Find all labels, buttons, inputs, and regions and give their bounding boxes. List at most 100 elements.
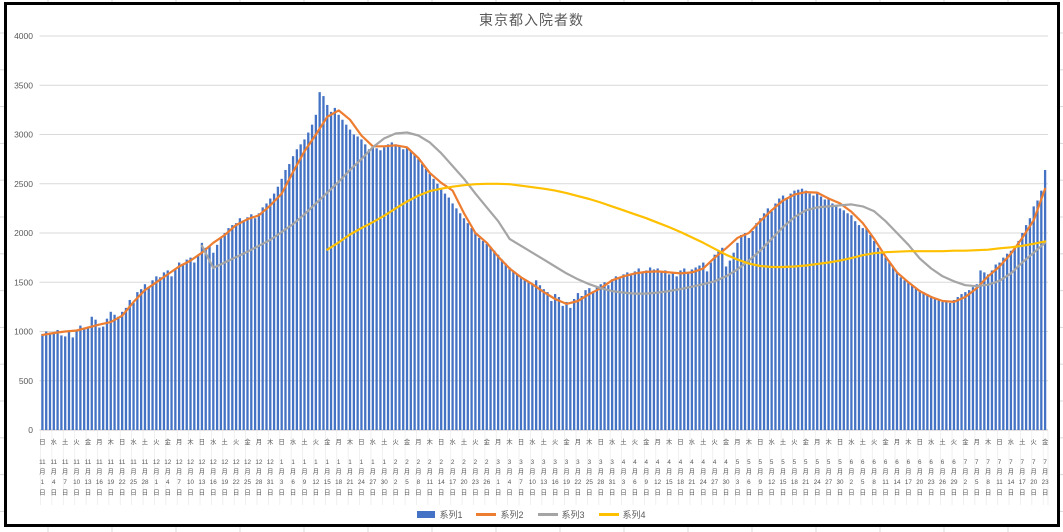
bar[interactable] <box>204 247 207 430</box>
legend-item-series1[interactable]: 系列1 <box>417 508 462 521</box>
bar[interactable] <box>766 208 769 430</box>
bar[interactable] <box>90 316 93 430</box>
bar[interactable] <box>823 199 826 430</box>
bar[interactable] <box>895 272 899 430</box>
bar[interactable] <box>333 107 337 430</box>
legend-item-series4[interactable]: 系列4 <box>598 508 646 521</box>
bar[interactable] <box>713 254 716 430</box>
bar[interactable] <box>447 197 450 430</box>
bar[interactable] <box>155 276 158 430</box>
bar[interactable] <box>390 142 393 430</box>
line-series-系列2[interactable] <box>41 109 1047 336</box>
bar[interactable] <box>174 268 177 430</box>
bar[interactable] <box>375 148 378 431</box>
bar[interactable] <box>504 263 507 430</box>
bar[interactable] <box>873 240 876 430</box>
bar[interactable] <box>736 242 739 430</box>
bar[interactable] <box>367 149 371 430</box>
bar[interactable] <box>876 247 880 430</box>
bar[interactable] <box>705 271 709 430</box>
bar[interactable] <box>550 300 553 430</box>
bar[interactable] <box>747 237 750 430</box>
bar-series[interactable] <box>41 92 1047 431</box>
bar[interactable] <box>523 279 526 430</box>
bar[interactable] <box>633 271 637 430</box>
bar[interactable] <box>964 292 967 430</box>
bar[interactable] <box>310 124 314 431</box>
bar[interactable] <box>667 274 671 430</box>
bar[interactable] <box>827 198 830 430</box>
bar[interactable] <box>516 274 519 430</box>
bar[interactable] <box>269 198 272 430</box>
bar[interactable] <box>322 96 325 431</box>
bar[interactable] <box>386 144 390 430</box>
bar[interactable] <box>45 331 48 431</box>
bar[interactable] <box>793 190 796 430</box>
bar[interactable] <box>421 164 424 431</box>
bar[interactable] <box>842 210 845 430</box>
bar[interactable] <box>595 287 599 430</box>
bar[interactable] <box>854 221 857 430</box>
bar[interactable] <box>102 326 105 430</box>
bar[interactable] <box>914 288 918 430</box>
bar[interactable] <box>983 272 986 430</box>
bar[interactable] <box>819 196 823 430</box>
bar[interactable] <box>200 242 204 430</box>
bar[interactable] <box>781 195 785 430</box>
bar[interactable] <box>371 147 374 430</box>
bar[interactable] <box>648 267 652 430</box>
bar[interactable] <box>462 218 466 430</box>
bar[interactable] <box>394 144 397 430</box>
bar[interactable] <box>709 262 713 430</box>
bar[interactable] <box>352 134 355 431</box>
bar[interactable] <box>599 284 602 430</box>
bar[interactable] <box>1017 240 1020 430</box>
bar[interactable] <box>75 330 78 430</box>
bar[interactable] <box>698 265 701 430</box>
bar[interactable] <box>911 285 914 430</box>
bar[interactable] <box>690 269 694 430</box>
bar[interactable] <box>405 147 409 430</box>
bar[interactable] <box>702 262 705 430</box>
bar[interactable] <box>417 159 420 430</box>
bar[interactable] <box>857 225 861 430</box>
bar[interactable] <box>557 297 561 430</box>
bar[interactable] <box>572 298 576 430</box>
bar[interactable] <box>622 274 625 430</box>
bar[interactable] <box>610 279 614 430</box>
bar[interactable] <box>967 290 971 430</box>
bar[interactable] <box>470 228 473 430</box>
bar[interactable] <box>584 290 587 430</box>
bar[interactable] <box>508 267 511 430</box>
bar[interactable] <box>671 272 675 430</box>
bar[interactable] <box>280 178 283 430</box>
bar[interactable] <box>196 254 200 430</box>
bar[interactable] <box>591 292 595 430</box>
bar[interactable] <box>443 193 447 430</box>
bar[interactable] <box>348 129 352 430</box>
bar[interactable] <box>94 319 97 430</box>
bar[interactable] <box>512 271 515 430</box>
bar[interactable] <box>869 234 872 430</box>
bar[interactable] <box>177 262 181 430</box>
bar[interactable] <box>474 233 477 430</box>
bar[interactable] <box>185 259 188 430</box>
bar[interactable] <box>838 208 842 430</box>
bar[interactable] <box>151 280 154 430</box>
bar[interactable] <box>253 218 257 430</box>
bar[interactable] <box>345 124 348 431</box>
bar[interactable] <box>519 277 523 430</box>
bar[interactable] <box>618 278 621 430</box>
bar[interactable] <box>238 218 242 430</box>
bar[interactable] <box>364 144 367 430</box>
bar[interactable] <box>903 280 906 430</box>
bar[interactable] <box>140 289 143 430</box>
bar[interactable] <box>398 146 401 430</box>
bar[interactable] <box>307 132 310 430</box>
bar[interactable] <box>941 301 944 430</box>
bar[interactable] <box>158 277 162 430</box>
bar[interactable] <box>686 272 690 430</box>
bar[interactable] <box>234 223 238 430</box>
bar[interactable] <box>459 213 462 430</box>
bar[interactable] <box>485 243 488 430</box>
